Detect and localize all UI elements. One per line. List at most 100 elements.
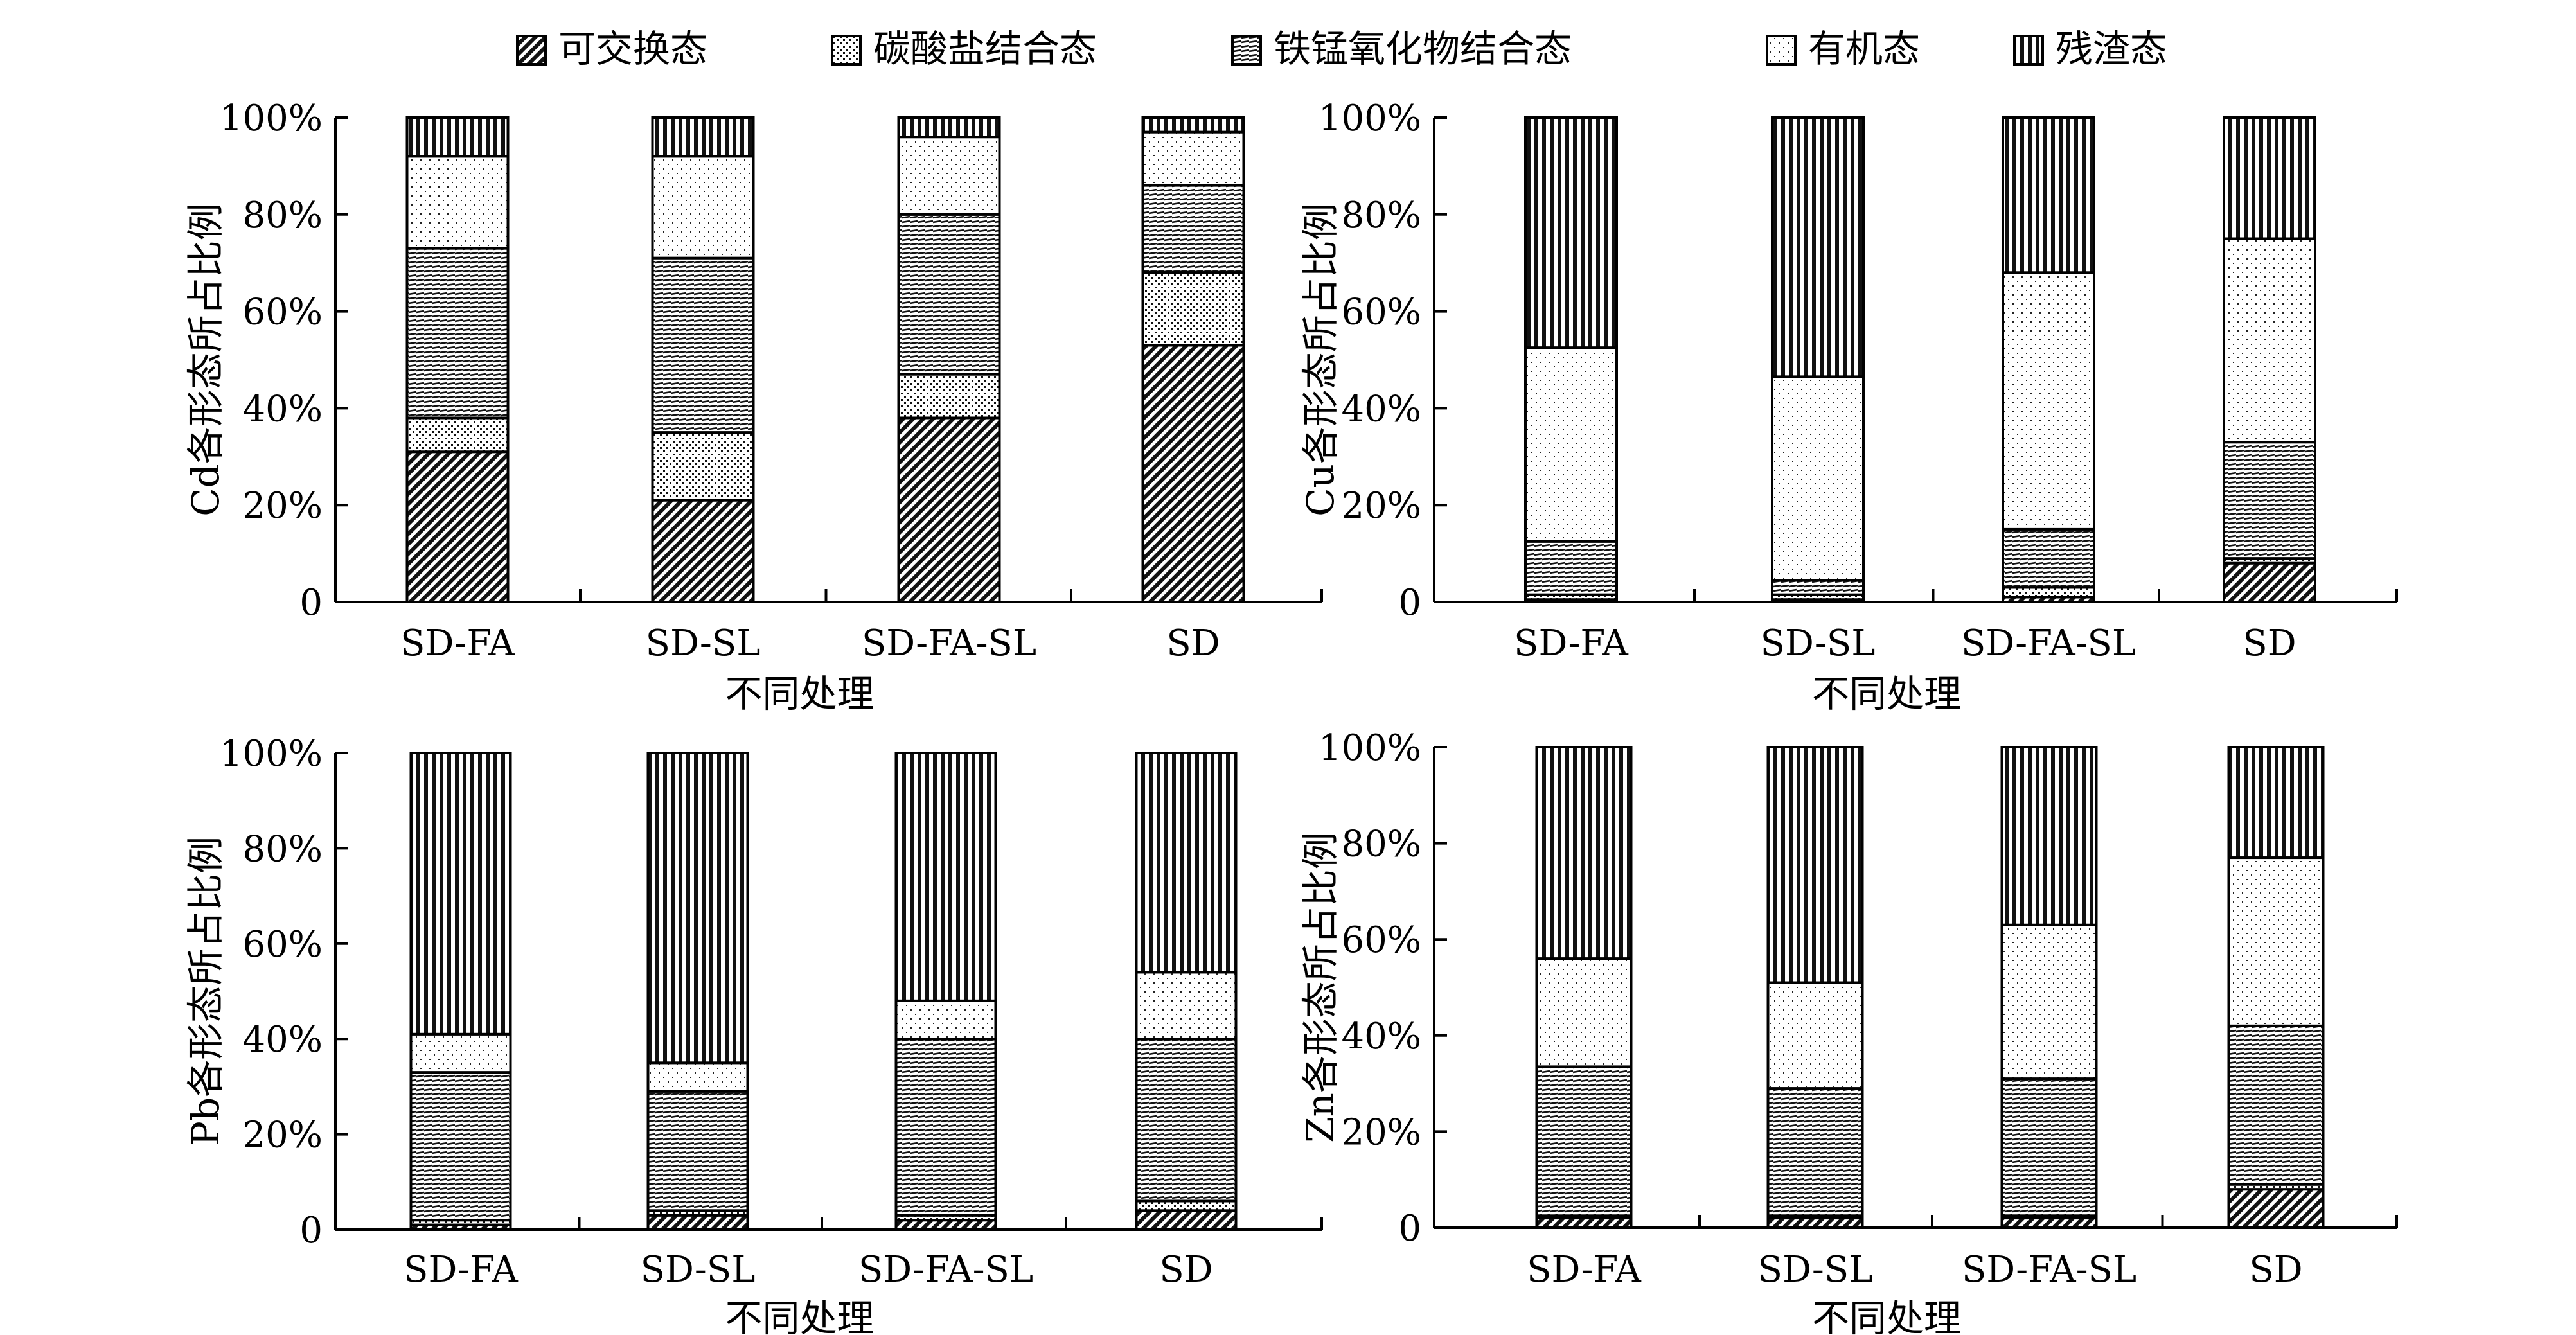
bar-segment-cd-sd-femn_oxide	[1141, 184, 1245, 274]
bar-segment-cu-sd-organic	[2223, 237, 2316, 444]
y-tick-label: 80%	[1342, 824, 1421, 865]
y-tick-label: 80%	[243, 828, 323, 870]
legend-label-residual: 残渣态	[2056, 27, 2167, 71]
bar-segment-pb-sd-sl-exchangeable	[646, 1214, 749, 1231]
panel-cd: 0 20% 40% 60% 80% 100% SD-FA SD-SL SD-FA-SL SD 不同处…	[184, 98, 1323, 716]
bar-segment-cu-sd-sl-organic	[1771, 375, 1865, 582]
bar-segment-cd-sd-fa-sl-exchangeable	[897, 416, 1001, 603]
bar-segment-cd-sd-fa-organic	[405, 155, 510, 250]
y-axis-title: Pb各形态所占比例	[184, 836, 227, 1146]
bar-segment-pb-sd-sl-residual	[646, 752, 749, 1065]
bar-segment-cu-sd-exchangeable	[2223, 561, 2316, 603]
legend-swatch-carbonate	[831, 35, 862, 66]
bar-segment-zn-sd-fa-organic	[1535, 957, 1633, 1068]
legend-swatch-femn_oxide	[1231, 35, 1262, 66]
y-axis-title: Cu各形态所占比例	[1299, 203, 1342, 517]
x-tick-label: SD	[2249, 1249, 2302, 1291]
bar-segment-pb-sd-sl-femn_oxide	[646, 1090, 749, 1212]
y-tick-label: 60%	[1342, 919, 1421, 961]
x-tick-label: SD	[2243, 623, 2296, 664]
bar-segment-zn-sd-fa-residual	[1535, 746, 1633, 960]
bar-segment-cd-sd-organic	[1141, 130, 1245, 187]
x-tick-label: SD-FA	[1514, 623, 1628, 664]
bar-segment-cd-sd-fa-residual	[405, 116, 510, 158]
bar-segment-cd-sd-sl-carbonate	[651, 431, 755, 502]
bar-segment-cd-sd-carbonate	[1141, 271, 1245, 347]
bar-segment-cu-sd-fa-femn_oxide	[1524, 540, 1618, 596]
x-tick-label: SD-FA-SL	[858, 1249, 1033, 1291]
x-tick-label: SD-FA	[404, 1249, 518, 1291]
bar-segment-cd-sd-fa-sl-carbonate	[897, 373, 1001, 420]
bar-segment-zn-sd-sl-residual	[1766, 746, 1864, 984]
x-tick-label: SD-FA-SL	[1962, 1249, 2136, 1291]
legend: 可交换态 碳酸盐结合态 铁锰氧化物结合态 有机态 残渣态	[516, 27, 2167, 71]
x-axis-title: 不同处理	[1812, 672, 1961, 716]
bar-segment-cu-sd-sl-femn_oxide	[1771, 579, 1865, 596]
bar-segment-pb-sd-fa-femn_oxide	[409, 1071, 512, 1222]
bar-segment-zn-sd-fa-sl-exchangeable	[2000, 1217, 2098, 1230]
bar-segment-cu-sd-fa-sl-residual	[2002, 116, 2095, 274]
y-axis-title: Zn各形态所占比例	[1299, 832, 1342, 1143]
bar-segment-zn-sd-fa-sl-femn_oxide	[2000, 1077, 2098, 1217]
y-tick-label: 100%	[1319, 98, 1421, 139]
bar-segment-cd-sd-residual	[1141, 116, 1245, 134]
x-tick-label: SD-FA-SL	[862, 623, 1036, 664]
y-tick-label: 60%	[1342, 292, 1421, 333]
y-tick-label: 0	[299, 1210, 323, 1251]
y-tick-label: 0	[299, 582, 323, 624]
bar-segment-pb-sd-fa-residual	[409, 752, 512, 1036]
bar-segment-cd-sd-fa-femn_oxide	[405, 247, 510, 420]
bar-segment-cu-sd-fa-sl-organic	[2002, 271, 2095, 531]
bar-segment-zn-sd-femn_oxide	[2227, 1024, 2325, 1186]
y-tick-label: 0	[1398, 582, 1421, 624]
x-tick-label: SD-FA	[400, 623, 515, 664]
bar-segment-cd-sd-fa-carbonate	[405, 416, 510, 454]
bar-segment-pb-sd-sl-organic	[646, 1061, 749, 1093]
bar-segment-cd-sd-exchangeable	[1141, 344, 1245, 603]
y-tick-label: 40%	[243, 1019, 323, 1061]
bar-segment-cd-sd-sl-femn_oxide	[651, 256, 755, 434]
bar-segment-cd-sd-sl-exchangeable	[651, 499, 755, 603]
x-tick-label: SD	[1159, 1249, 1212, 1291]
bar-segment-cu-sd-fa-organic	[1524, 346, 1618, 543]
bar-segment-cu-sd-femn_oxide	[2223, 441, 2316, 560]
bar-segment-cd-sd-fa-exchangeable	[405, 450, 510, 604]
bar-segment-pb-sd-exchangeable	[1135, 1209, 1238, 1231]
legend-swatch-exchangeable	[516, 35, 547, 66]
bar-segment-cu-sd-fa-residual	[1524, 116, 1618, 349]
panel-cu: 0 20% 40% 60% 80% 100% SD-FA SD-SL SD-FA-SL SD 不同处…	[1299, 98, 2398, 716]
bar-segment-pb-sd-organic	[1135, 971, 1238, 1041]
bar-segment-cu-sd-sl-residual	[1771, 116, 1865, 378]
bar-segment-zn-sd-fa-sl-residual	[2000, 746, 2098, 926]
y-axis-title: Cd各形态所占比例	[184, 203, 227, 517]
x-tick-label: SD	[1166, 623, 1220, 664]
x-tick-label: SD-FA	[1527, 1249, 1641, 1291]
bar-segment-pb-sd-carbonate	[1135, 1199, 1238, 1212]
bar-segment-cd-sd-fa-sl-residual	[897, 116, 1001, 139]
bar-segment-zn-sd-sl-exchangeable	[1766, 1217, 1864, 1230]
y-tick-label: 40%	[1342, 388, 1421, 430]
y-tick-label: 20%	[243, 485, 323, 527]
panel-zn: 0 20% 40% 60% 80% 100% SD-FA SD-SL SD-FA-SL SD 不同处…	[1299, 727, 2398, 1335]
y-tick-label: 100%	[220, 733, 323, 775]
bar-segment-cu-sd-fa-sl-femn_oxide	[2002, 527, 2095, 589]
bar-segment-cu-sd-residual	[2223, 116, 2316, 240]
bar-segment-zn-sd-fa-exchangeable	[1535, 1217, 1633, 1230]
y-tick-label: 60%	[243, 924, 323, 966]
legend-label-exchangeable: 可交换态	[558, 27, 707, 71]
y-tick-label: 80%	[243, 195, 323, 236]
panel-pb: 0 20% 40% 60% 80% 100% SD-FA SD-SL SD-FA-SL SD 不同处…	[184, 733, 1323, 1335]
y-tick-label: 0	[1398, 1208, 1421, 1250]
y-tick-label: 20%	[1342, 485, 1421, 527]
bar-segment-zn-sd-sl-organic	[1766, 981, 1864, 1090]
bar-segment-zn-sd-residual	[2227, 746, 2325, 860]
bar-segment-pb-sd-fa-sl-residual	[894, 752, 997, 1002]
y-tick-label: 20%	[243, 1115, 323, 1156]
x-tick-label: SD-SL	[1758, 1249, 1873, 1291]
x-axis-title: 不同处理	[725, 672, 874, 716]
bar-segment-cd-sd-fa-sl-femn_oxide	[897, 213, 1001, 376]
x-tick-label: SD-SL	[641, 1249, 756, 1291]
x-axis-title: 不同处理	[725, 1296, 874, 1335]
bar-segment-zn-sd-fa-femn_oxide	[1535, 1065, 1633, 1217]
